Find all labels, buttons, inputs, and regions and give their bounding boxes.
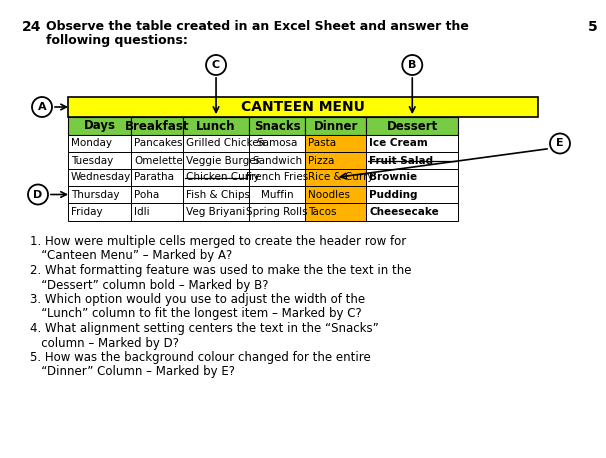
Text: 5. How was the background colour changed for the entire: 5. How was the background colour changed… — [30, 351, 371, 364]
Text: 2. What formatting feature was used to make the the text in the: 2. What formatting feature was used to m… — [30, 264, 411, 277]
Text: 5: 5 — [588, 20, 598, 34]
Bar — [249, 203, 305, 221]
Text: Monday: Monday — [71, 138, 112, 148]
Bar — [68, 152, 132, 169]
Text: Ice Cream: Ice Cream — [370, 138, 428, 148]
Bar — [249, 135, 305, 152]
Bar — [305, 203, 367, 221]
Text: “Dessert” column bold – Marked by B?: “Dessert” column bold – Marked by B? — [30, 278, 268, 291]
Text: Brownie: Brownie — [370, 173, 418, 182]
Text: CANTEEN MENU: CANTEEN MENU — [241, 100, 365, 114]
Bar — [249, 169, 305, 186]
Text: C: C — [212, 60, 220, 70]
Text: Veggie Burger: Veggie Burger — [186, 156, 260, 165]
Bar — [68, 135, 132, 152]
Bar — [305, 186, 367, 203]
Bar — [183, 203, 249, 221]
Text: 24: 24 — [22, 20, 41, 34]
Bar — [367, 186, 458, 203]
Text: Omelette: Omelette — [135, 156, 183, 165]
Bar — [183, 152, 249, 169]
Text: Breakfast: Breakfast — [125, 120, 190, 132]
Text: Pudding: Pudding — [370, 190, 418, 200]
Bar — [183, 186, 249, 203]
Bar — [132, 117, 183, 135]
Text: French Fries: French Fries — [246, 173, 308, 182]
Text: “Lunch” column to fit the longest item – Marked by C?: “Lunch” column to fit the longest item –… — [30, 307, 362, 321]
Bar — [249, 186, 305, 203]
Text: Observe the table created in an Excel Sheet and answer the: Observe the table created in an Excel Sh… — [46, 20, 469, 33]
Bar — [68, 203, 132, 221]
Text: Poha: Poha — [135, 190, 160, 200]
Text: Spring Rolls: Spring Rolls — [246, 207, 308, 217]
Bar — [367, 203, 458, 221]
Text: Veg Briyani: Veg Briyani — [186, 207, 245, 217]
Text: Chicken Curry: Chicken Curry — [186, 173, 259, 182]
Text: Muffin: Muffin — [261, 190, 293, 200]
Bar — [132, 186, 183, 203]
Text: Cheesecake: Cheesecake — [370, 207, 439, 217]
Text: 1. How were multiple cells merged to create the header row for: 1. How were multiple cells merged to cre… — [30, 235, 406, 248]
Bar — [132, 135, 183, 152]
Text: Samosa: Samosa — [256, 138, 298, 148]
Bar — [367, 117, 458, 135]
Bar — [367, 152, 458, 169]
Bar — [367, 169, 458, 186]
Text: Fish & Chips: Fish & Chips — [186, 190, 250, 200]
Text: Dessert: Dessert — [387, 120, 438, 132]
Text: Sandwich: Sandwich — [252, 156, 302, 165]
Bar — [305, 117, 367, 135]
Text: A: A — [38, 102, 46, 112]
Bar — [305, 135, 367, 152]
Bar — [183, 117, 249, 135]
Text: D: D — [33, 190, 42, 200]
Text: Idli: Idli — [135, 207, 150, 217]
Bar — [68, 97, 538, 117]
Text: 3. Which option would you use to adjust the width of the: 3. Which option would you use to adjust … — [30, 293, 365, 306]
Text: B: B — [408, 60, 416, 70]
Text: 4. What alignment setting centers the text in the “Snacks”: 4. What alignment setting centers the te… — [30, 322, 379, 335]
Bar — [132, 203, 183, 221]
Text: E: E — [556, 138, 564, 148]
Bar — [367, 135, 458, 152]
Bar — [68, 186, 132, 203]
Text: Dinner: Dinner — [314, 120, 358, 132]
Text: “Canteen Menu” – Marked by A?: “Canteen Menu” – Marked by A? — [30, 250, 232, 262]
Text: Noodles: Noodles — [308, 190, 350, 200]
Text: Fruit Salad: Fruit Salad — [370, 156, 433, 165]
Text: Snacks: Snacks — [254, 120, 301, 132]
Bar — [68, 117, 132, 135]
Text: Pizza: Pizza — [308, 156, 335, 165]
Text: column – Marked by D?: column – Marked by D? — [30, 337, 179, 349]
Text: “Dinner” Column – Marked by E?: “Dinner” Column – Marked by E? — [30, 365, 235, 378]
Bar — [132, 152, 183, 169]
Bar — [249, 152, 305, 169]
Text: Thursday: Thursday — [71, 190, 119, 200]
Text: Tacos: Tacos — [308, 207, 337, 217]
Text: Rice & Curry: Rice & Curry — [308, 173, 374, 182]
Bar — [305, 152, 367, 169]
Bar — [183, 135, 249, 152]
Text: Pancakes: Pancakes — [135, 138, 183, 148]
Text: Days: Days — [84, 120, 116, 132]
Text: Pasta: Pasta — [308, 138, 336, 148]
Bar — [249, 117, 305, 135]
Text: Paratha: Paratha — [135, 173, 175, 182]
Text: Friday: Friday — [71, 207, 102, 217]
Bar — [183, 169, 249, 186]
Text: Wednesday: Wednesday — [71, 173, 132, 182]
Bar — [132, 169, 183, 186]
Bar — [68, 169, 132, 186]
Text: following questions:: following questions: — [46, 34, 188, 47]
Text: Grilled Chicken: Grilled Chicken — [186, 138, 265, 148]
Bar — [305, 169, 367, 186]
Text: Lunch: Lunch — [196, 120, 236, 132]
Text: Tuesday: Tuesday — [71, 156, 113, 165]
